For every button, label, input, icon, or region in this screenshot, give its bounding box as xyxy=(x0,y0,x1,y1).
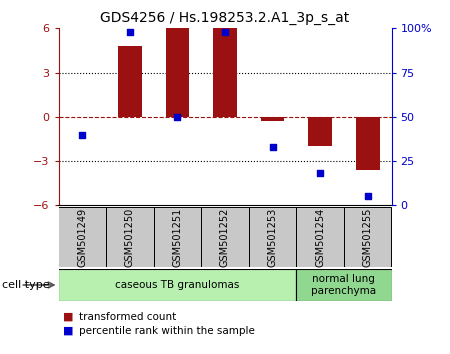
Bar xyxy=(344,207,392,267)
Text: GSM501254: GSM501254 xyxy=(315,207,325,267)
Bar xyxy=(166,28,189,117)
Bar xyxy=(58,207,106,267)
Point xyxy=(221,29,229,35)
Bar xyxy=(118,46,142,117)
Point xyxy=(269,144,276,150)
Text: GSM501250: GSM501250 xyxy=(125,207,135,267)
Bar xyxy=(201,207,249,267)
Bar xyxy=(261,117,284,121)
Bar xyxy=(213,28,237,117)
Text: percentile rank within the sample: percentile rank within the sample xyxy=(79,326,255,336)
Bar xyxy=(106,207,153,267)
Text: GSM501252: GSM501252 xyxy=(220,207,230,267)
Text: GSM501251: GSM501251 xyxy=(172,207,182,267)
Text: GSM501253: GSM501253 xyxy=(268,207,278,267)
Bar xyxy=(297,269,392,301)
Title: GDS4256 / Hs.198253.2.A1_3p_s_at: GDS4256 / Hs.198253.2.A1_3p_s_at xyxy=(100,11,350,24)
Text: transformed count: transformed count xyxy=(79,312,176,322)
Text: normal lung
parenchyma: normal lung parenchyma xyxy=(311,274,377,296)
Text: ■: ■ xyxy=(63,326,73,336)
Text: GSM501249: GSM501249 xyxy=(77,207,87,267)
Point xyxy=(174,114,181,120)
Text: ■: ■ xyxy=(63,312,73,322)
Point xyxy=(364,194,371,199)
Text: cell type: cell type xyxy=(2,280,50,290)
Point xyxy=(79,132,86,137)
Bar xyxy=(249,207,297,267)
Text: GSM501255: GSM501255 xyxy=(363,207,373,267)
Bar xyxy=(308,117,332,146)
Point xyxy=(126,29,134,35)
Bar xyxy=(58,269,297,301)
Bar xyxy=(297,207,344,267)
Point xyxy=(316,171,324,176)
Bar xyxy=(153,207,201,267)
Text: caseous TB granulomas: caseous TB granulomas xyxy=(115,280,239,290)
Bar xyxy=(356,117,380,170)
